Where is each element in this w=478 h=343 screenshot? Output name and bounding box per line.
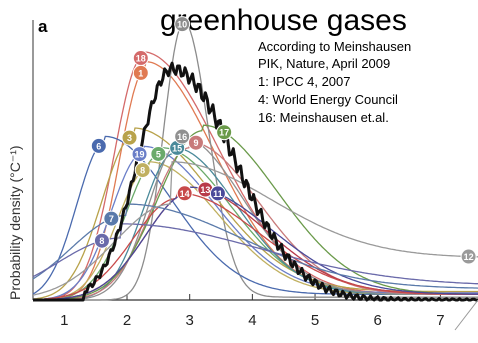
series-marker-label: 18 (136, 54, 146, 64)
series-marker-17: 17 (216, 124, 233, 141)
chart-title: greenhouse gases (160, 4, 407, 37)
series-marker-circle (103, 210, 120, 227)
diagonal-rule (454, 299, 478, 331)
series-marker-6: 6 (90, 137, 107, 154)
x-tick-label: 5 (311, 312, 319, 329)
series-marker-label: 5 (156, 149, 161, 159)
series-marker-circle (176, 185, 193, 202)
series-marker-label: 16 (177, 132, 187, 142)
series-marker-10: 10 (174, 16, 191, 33)
series-marker-5: 5 (150, 145, 167, 162)
x-tick-label: 1 (60, 312, 68, 329)
series-marker-label: 12 (464, 252, 474, 262)
series-marker-circle (150, 145, 167, 162)
series-marker-label: 13 (200, 185, 210, 195)
series-line-14 (33, 192, 478, 301)
series-marker-7: 7 (103, 210, 120, 227)
series-marker-circle (216, 124, 233, 141)
series-marker-circle (132, 64, 149, 81)
annotation-line-3: 1: IPCC 4, 2007 (258, 74, 351, 89)
series-marker-circle (187, 134, 204, 151)
panel-label: a (38, 17, 48, 36)
series-marker-label: 8 (99, 236, 104, 246)
annotation-line-5: 16: Meinshausen et.al. (258, 110, 389, 125)
series-marker-circle (90, 137, 107, 154)
series-marker-circle (131, 146, 148, 163)
composite-series-line (33, 61, 478, 302)
series-marker-circle (93, 232, 110, 249)
x-tick-label: 3 (186, 312, 194, 329)
series-marker-18: 18 (132, 50, 149, 67)
series-marker-1: 1 (132, 64, 149, 81)
series-marker-label: 19 (135, 150, 145, 160)
series-marker-circle (134, 162, 151, 179)
series-marker-14: 14 (176, 185, 193, 202)
x-tick-label: 4 (248, 312, 256, 329)
x-tick-label: 2 (123, 312, 131, 329)
series-marker-circle (460, 248, 477, 265)
series-marker-label: 9 (193, 138, 198, 148)
series-line-17 (33, 124, 478, 301)
y-axis-label: Probability density (°C⁻¹) (7, 145, 23, 300)
series-marker-label: 8 (140, 166, 145, 176)
series-marker-16: 16 (174, 128, 191, 145)
series-marker-label: 1 (138, 68, 143, 78)
series-marker-label: 3 (127, 133, 132, 143)
x-tick-label: 6 (374, 312, 382, 329)
series-marker-label: 17 (219, 128, 229, 138)
series-marker-circle (174, 16, 191, 33)
annotation-line-1: According to Meinshausen (258, 39, 411, 54)
series-marker-8: 8 (93, 232, 110, 249)
series-marker-label: 10 (177, 20, 187, 30)
x-tick-label: 7 (436, 312, 444, 329)
series-marker-9: 9 (187, 134, 204, 151)
series-marker-label: 7 (109, 214, 114, 224)
series-marker-19: 19 (131, 146, 148, 163)
series-marker-circle (209, 185, 226, 202)
annotation-line-4: 4: World Energy Council (258, 92, 398, 107)
series-marker-label: 15 (172, 143, 182, 153)
series-marker-label: 6 (96, 141, 101, 151)
series-marker-label: 11 (213, 189, 223, 199)
series-marker-circle (121, 129, 138, 146)
series-line-11 (33, 186, 478, 301)
series-marker-8: 8 (134, 162, 151, 179)
series-marker-circle (174, 128, 191, 145)
series-marker-label: 14 (180, 189, 190, 199)
series-line-12 (32, 161, 478, 296)
annotation-line-2: PIK, Nature, April 2009 (258, 56, 390, 71)
series-marker-3: 3 (121, 129, 138, 146)
series-marker-11: 11 (209, 185, 226, 202)
annotation-block: According to Meinshausen PIK, Nature, Ap… (258, 39, 411, 125)
series-marker-12: 12 (460, 248, 477, 265)
